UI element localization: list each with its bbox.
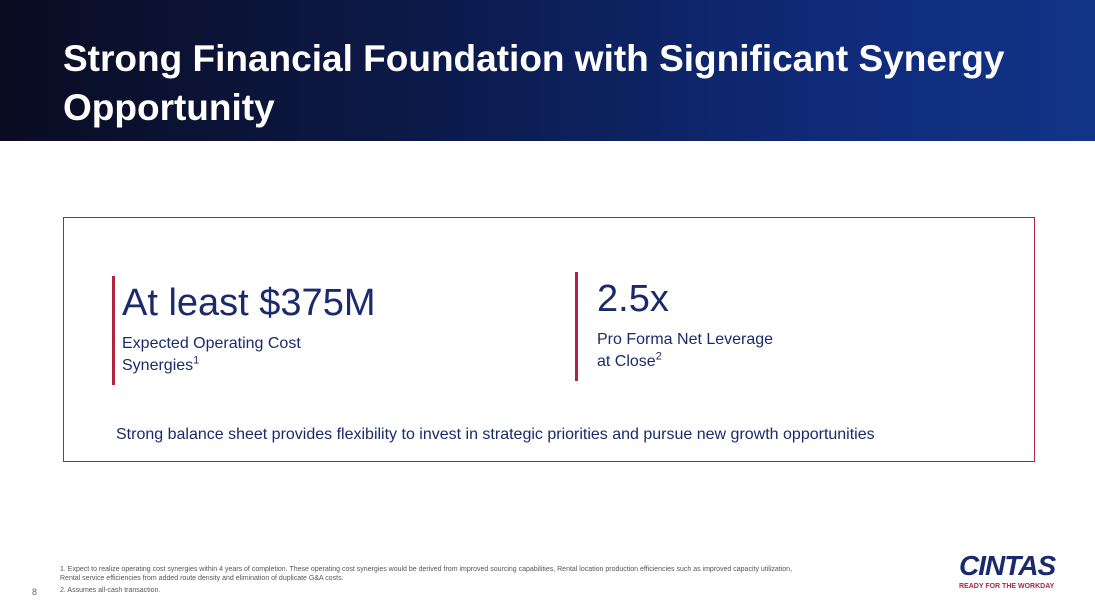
leverage-label-line2: at Close <box>597 353 656 370</box>
highlights-card: At least $375M Expected Operating Cost S… <box>63 217 1035 462</box>
footnotes: 1. Expect to realize operating cost syne… <box>60 565 800 595</box>
title-banner: Strong Financial Foundation with Signifi… <box>0 0 1095 141</box>
footnote-ref-2: 2 <box>655 350 662 363</box>
cintas-logo: CINTAS READY FOR THE WORKDAY <box>957 550 1072 596</box>
balance-sheet-tagline: Strong balance sheet provides flexibilit… <box>116 426 875 443</box>
synergy-label: Expected Operating Cost Synergies1 <box>122 333 301 377</box>
footnote-1: 1. Expect to realize operating cost syne… <box>60 566 793 582</box>
accent-bar <box>575 272 578 381</box>
synergy-stat: At least $375M Expected Operating Cost S… <box>112 276 512 385</box>
leverage-label: Pro Forma Net Leverage at Close2 <box>597 329 773 373</box>
logo-wordmark: CINTAS <box>959 550 1056 581</box>
leverage-stat: 2.5x Pro Forma Net Leverage at Close2 <box>575 272 975 381</box>
footnote-ref-1: 1 <box>193 354 200 367</box>
synergy-label-line1: Expected Operating Cost <box>122 335 301 352</box>
synergy-label-line2: Synergies <box>122 357 194 374</box>
leverage-label-line1: Pro Forma Net Leverage <box>597 331 774 348</box>
accent-bar <box>112 276 115 385</box>
footnote-2: 2. Assumes all-cash transaction. <box>60 587 161 594</box>
page-number: 8 <box>32 587 38 597</box>
leverage-value: 2.5x <box>597 278 669 320</box>
logo-tagline: READY FOR THE WORKDAY <box>959 583 1055 590</box>
page-title: Strong Financial Foundation with Signifi… <box>63 38 1005 128</box>
synergy-value: At least $375M <box>122 282 376 324</box>
